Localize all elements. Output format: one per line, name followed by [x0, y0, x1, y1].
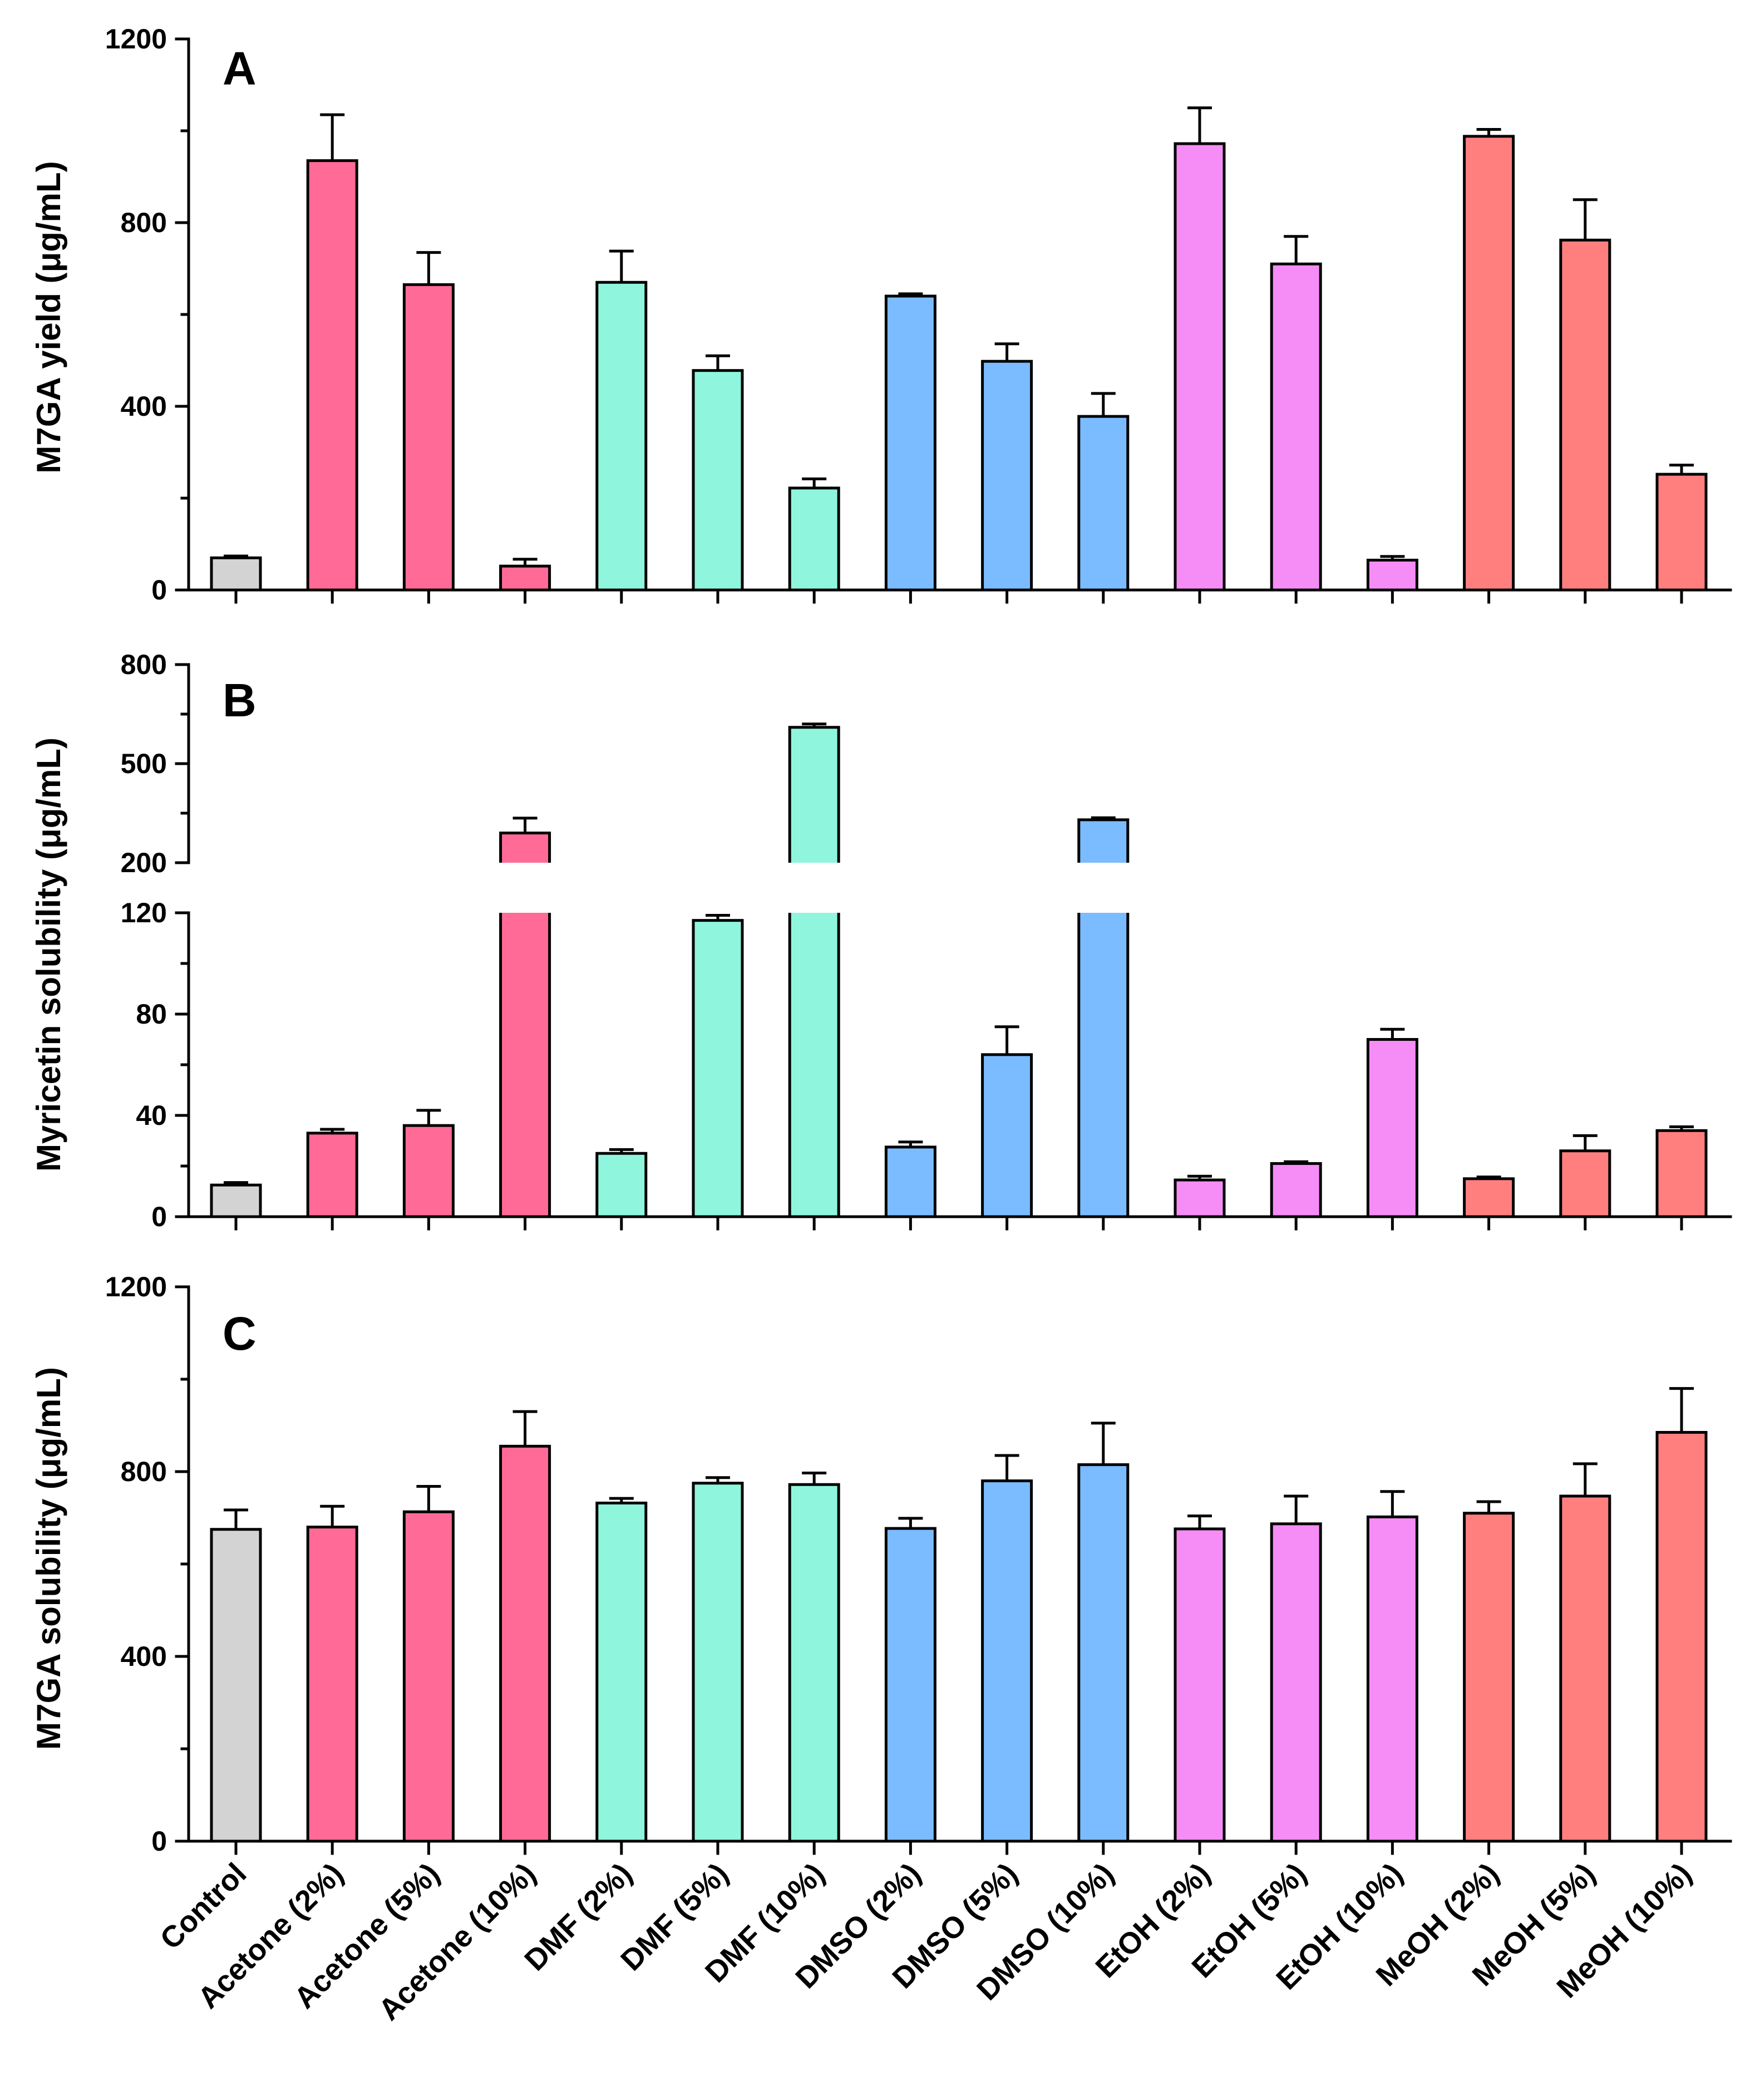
panel-b-bar: [1366, 1038, 1418, 1218]
panel-c-bar: [1366, 1515, 1418, 1843]
panel-b-bar: [981, 1053, 1033, 1218]
panel-b-bar: [306, 1132, 358, 1218]
panel-a-ytick-label: 400: [121, 391, 167, 422]
x-category-label: Control: [154, 1857, 253, 1956]
panel-b-ytick-label: 0: [151, 1201, 167, 1232]
panel-a-bar: [1366, 558, 1418, 592]
panel-a-bar: [692, 369, 744, 592]
panel-c-ytick-label: 400: [121, 1641, 167, 1672]
panel-a-ytick-label: 800: [121, 207, 167, 238]
panel-c-ytick-label: 800: [121, 1456, 167, 1487]
bars-layer: [210, 135, 1708, 1843]
panel-a-bar: [1559, 238, 1611, 592]
panel-c-bar: [981, 1479, 1033, 1843]
panel-b-bar: [210, 1183, 262, 1218]
panel-b-ytick-label: 80: [136, 999, 167, 1030]
panel-b-bar-lower-segment: [790, 913, 839, 1217]
panel-c-bar: [1559, 1494, 1611, 1843]
panel-b-bar: [884, 1145, 936, 1218]
panel-c-bar: [788, 1483, 840, 1843]
panel-c-bar: [1463, 1512, 1515, 1843]
panel-b-ytick-label: 500: [121, 748, 167, 779]
panel-b-bar: [1559, 1149, 1611, 1218]
panel-c-bar: [1077, 1463, 1130, 1843]
panel-a-bar: [306, 159, 358, 592]
panel-c-ytick-label: 1200: [105, 1271, 167, 1302]
panel-c-bar: [884, 1527, 936, 1843]
panel-c-bar: [306, 1526, 358, 1843]
panel-a-bar: [1463, 135, 1515, 592]
panel-a-bar: [788, 486, 840, 592]
panel-b-bar-lower-outline: [788, 913, 840, 1218]
panel-a-bar: [1270, 262, 1322, 592]
panel-a-bar: [1174, 142, 1226, 592]
panel-b-bar: [1463, 1177, 1515, 1218]
panel-b-bar-upper-segment: [500, 833, 550, 863]
panel-b-letter: B: [223, 674, 257, 726]
panel-a-bar: [884, 294, 936, 592]
panel-b-ytick-label: 40: [136, 1100, 167, 1131]
panel-a-ytick-label: 0: [151, 574, 167, 606]
error-bars-layer: [224, 106, 1694, 1529]
panel-c-ytick-label: 0: [151, 1826, 167, 1857]
panel-c-bar: [499, 1444, 551, 1843]
panel-c-bar: [595, 1501, 648, 1843]
panel-b-bar: [595, 1152, 648, 1218]
panel-c-bar: [1270, 1522, 1322, 1843]
panel-b-bar-lower-outline: [499, 913, 551, 1218]
panel-b-ytick-label: 200: [121, 847, 167, 878]
panel-a-bar: [595, 281, 648, 592]
panel-b-bar: [1174, 1178, 1226, 1218]
panel-c-bar: [1174, 1527, 1226, 1843]
panel-a-bar: [499, 564, 551, 592]
panel-b-bar: [692, 919, 744, 1218]
panel-c-letter: C: [223, 1307, 257, 1360]
panel-a-bar: [210, 556, 262, 592]
panel-b-y-axis-title: Myricetin solubility (μg/mL): [30, 737, 67, 1172]
panel-a-bar: [1655, 473, 1708, 592]
panel-b-bar-upper-outline: [1077, 818, 1130, 863]
panel-b-bar-upper-segment: [1078, 819, 1128, 863]
panel-b-bar: [402, 1124, 455, 1218]
panel-b-bar-lower-outline: [1077, 913, 1130, 1218]
panel-a-letter: A: [223, 42, 257, 95]
panel-b-bar-upper-segment: [790, 727, 839, 863]
panel-a-y-axis-title: M7GA yield (μg/mL): [30, 161, 67, 473]
panel-c-y-axis-title: M7GA solubility (μg/mL): [30, 1367, 67, 1750]
panel-b-bar: [1655, 1129, 1708, 1218]
panel-a-ytick-label: 1200: [105, 23, 167, 55]
x-category-labels: Control Acetone (2%) Acetone (5%) Aceton…: [154, 1857, 1698, 2027]
panel-b-ytick-label: 800: [121, 649, 167, 680]
panel-c-bar: [1655, 1430, 1708, 1843]
panel-c-bar: [692, 1482, 744, 1843]
panel-a-bar: [981, 360, 1033, 592]
panel-a-bar: [402, 283, 455, 592]
panel-b-bar-lower-segment: [500, 913, 550, 1217]
panel-c-bar: [402, 1510, 455, 1843]
panel-b-bar-lower-segment: [1078, 913, 1128, 1217]
panel-c-bar: [210, 1528, 262, 1843]
panel-b-ytick-label: 120: [121, 897, 167, 928]
panel-b-bar: [1270, 1162, 1322, 1218]
panel-a-bar: [1077, 415, 1130, 592]
